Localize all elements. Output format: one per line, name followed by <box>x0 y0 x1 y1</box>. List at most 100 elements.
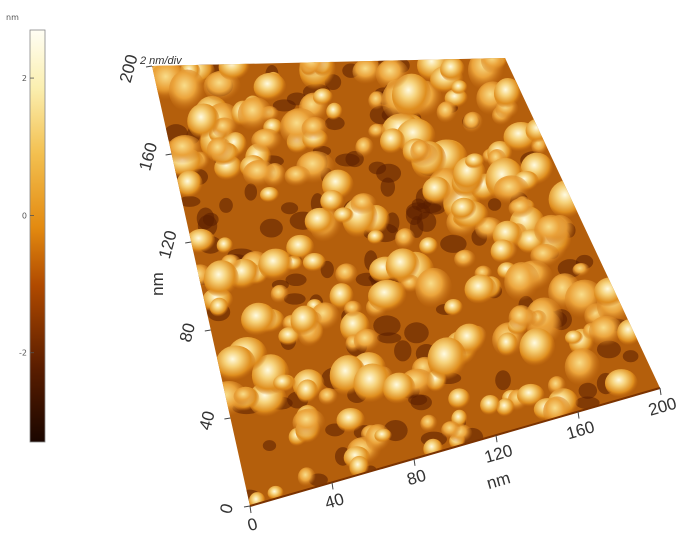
surface-grain <box>493 175 530 205</box>
surface-grain <box>497 332 519 357</box>
surface-grain <box>216 237 234 254</box>
x-axis-tick-label: 0 <box>245 514 259 535</box>
surface-grain <box>248 492 266 506</box>
surface-grain <box>451 197 477 221</box>
surface-grain <box>427 337 467 382</box>
surface-grain <box>564 348 601 387</box>
surface-pit <box>575 396 600 410</box>
surface-pit <box>281 202 299 215</box>
surface-grain <box>290 305 319 337</box>
surface-pit <box>324 116 345 131</box>
surface-grain <box>419 237 439 256</box>
vertical-scale-label: 2 nm/div <box>139 55 183 67</box>
surface-grain <box>242 159 277 188</box>
surface-grain <box>344 300 363 318</box>
surface-grain <box>385 248 420 284</box>
surface-grain <box>380 128 406 155</box>
surface-grain <box>301 116 328 141</box>
surface-grain <box>504 262 540 302</box>
surface-grain <box>481 58 508 74</box>
surface-grain <box>253 72 287 102</box>
surface-grain <box>525 118 552 143</box>
surface-grain <box>292 408 326 437</box>
surface-pit <box>495 370 511 391</box>
y-axis-tick <box>145 65 153 68</box>
surface-front-edge <box>249 387 661 507</box>
surface-grain <box>187 103 220 140</box>
surface-grain <box>333 207 354 224</box>
surface-pit <box>285 273 307 287</box>
y-axis-tick <box>204 329 211 332</box>
y-axis-tick-label: 80 <box>176 321 199 344</box>
x-axis-tick-label: 80 <box>405 466 428 489</box>
surface-pit <box>404 322 429 344</box>
surface-grain <box>572 262 590 277</box>
surface-grain <box>352 58 384 85</box>
surface-grain <box>206 137 233 164</box>
x-axis-tick <box>331 482 334 490</box>
surface-grain <box>441 421 461 439</box>
surface-pit <box>335 153 360 167</box>
surface-grain <box>462 111 483 134</box>
y-axis-tick-label: 200 <box>116 52 142 84</box>
surface-grain <box>215 345 256 382</box>
surface-grain <box>480 394 501 416</box>
y-axis-tick-label: 40 <box>195 409 218 432</box>
x-axis-tick-label: 200 <box>646 394 678 420</box>
surface-grain <box>203 260 239 298</box>
colorbar: nm 2 0 -2 <box>6 13 46 443</box>
surface-pit <box>440 234 467 253</box>
surface-grain <box>297 467 316 487</box>
surface-grain <box>465 153 485 169</box>
surface-grain <box>454 249 476 269</box>
surface-grain <box>547 376 566 396</box>
surface-grain <box>415 267 453 309</box>
surface-grain <box>464 274 497 305</box>
surface-pit <box>416 211 437 232</box>
y-axis-tick <box>243 505 251 508</box>
surface-pit <box>416 202 442 214</box>
surface-grain <box>496 398 515 417</box>
x-axis-tick <box>495 435 498 443</box>
surface-grain <box>519 328 556 367</box>
surface-pit <box>578 382 598 399</box>
surface-grain <box>517 383 545 408</box>
surface-pit <box>178 196 201 207</box>
surface-pit <box>622 350 639 363</box>
surface-grain <box>420 414 438 433</box>
surface-grain <box>436 101 458 124</box>
surface-grain <box>374 428 392 443</box>
x-axis-tick-label: 40 <box>323 489 346 512</box>
afm-surface <box>152 58 661 507</box>
colorbar-gradient <box>29 29 46 443</box>
surface-pit <box>377 332 402 344</box>
surface-grain <box>168 69 206 112</box>
surface-grain <box>368 279 407 313</box>
surface-grain <box>258 248 294 281</box>
surface-grain <box>617 319 644 346</box>
colorbar-tick-label: -2 <box>19 349 27 358</box>
surface-grain <box>604 369 638 398</box>
surface-grain <box>534 214 569 246</box>
surface-grain <box>284 165 311 187</box>
surface-pit <box>219 197 233 213</box>
surface-grain <box>395 228 416 250</box>
surface-grain <box>209 297 229 318</box>
surface-grain <box>375 58 410 91</box>
y-axis-label: nm <box>148 272 167 296</box>
colorbar-ticks: 2 0 -2 <box>19 74 34 358</box>
x-axis-tick <box>577 411 580 419</box>
surface-pit <box>244 183 258 201</box>
surface-grain <box>186 228 216 254</box>
colorbar-unit: nm <box>6 13 19 22</box>
surface-grain <box>548 179 588 219</box>
surface-grain <box>440 58 465 82</box>
surface-grain <box>167 135 204 165</box>
surface-grain <box>448 388 471 410</box>
surface-grain <box>368 123 386 139</box>
colorbar-tick-label: 0 <box>22 211 27 220</box>
surface-grain <box>233 387 257 406</box>
surface-grain <box>273 374 294 392</box>
surface-grains <box>152 58 644 506</box>
surface-pit <box>272 99 296 112</box>
